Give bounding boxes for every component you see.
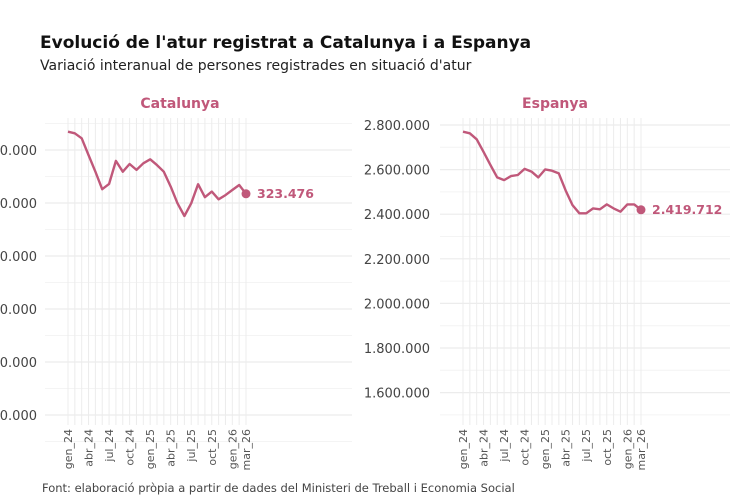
x-tick-label: jul_24 <box>103 429 116 463</box>
panel-title: Catalunya <box>140 96 219 112</box>
y-tick-label: 240.000 <box>0 409 37 424</box>
x-tick-label: mar_26 <box>635 429 648 470</box>
x-tick-label: jul_25 <box>185 429 198 463</box>
chart-title: Evolució de l'atur registrat a Catalunya… <box>40 33 532 53</box>
last-point <box>241 189 251 199</box>
y-tick-label: 2.600.000 <box>364 164 430 179</box>
x-tick-label: gen_25 <box>144 429 157 469</box>
source-footer: Font: elaboració pròpia a partir de dade… <box>42 481 515 495</box>
x-tick-label: oct_25 <box>601 429 614 466</box>
x-tick-label: mar_26 <box>240 429 253 470</box>
y-tick-label: 340.000 <box>0 144 37 159</box>
x-tick-label: oct_25 <box>206 429 219 466</box>
x-tick-label: abr_25 <box>560 429 573 467</box>
y-tick-label: 2.400.000 <box>364 208 430 223</box>
panel-catalunya: Catalunya 340.000 320.000 300.000 280.000 260… <box>0 96 352 470</box>
y-tick-label: 1.600.000 <box>364 387 430 402</box>
x-tick-label: gen_26 <box>226 429 239 469</box>
x-tick-label: abr_24 <box>83 429 96 467</box>
panel-espanya: Espanya 2.800.000 2.600.000 2.400.000 2.200.… <box>364 96 730 470</box>
y-tick-label: 2.000.000 <box>364 297 430 312</box>
x-tick-label: gen_24 <box>62 429 75 469</box>
x-tick-label: abr_25 <box>165 429 178 467</box>
y-tick-label: 300.000 <box>0 250 37 265</box>
y-tick-label: 260.000 <box>0 356 37 371</box>
series-line <box>67 130 247 218</box>
x-tick-label: gen_26 <box>621 429 634 469</box>
last-value-label: 323.476 <box>257 186 314 201</box>
last-value-label: 2.419.712 <box>652 202 722 217</box>
series-line <box>462 130 642 215</box>
y-tick-label: 320.000 <box>0 197 37 212</box>
x-tick-label: gen_25 <box>539 429 552 469</box>
chart-subtitle: Variació interanual de persones registra… <box>40 58 472 74</box>
x-tick-label: oct_24 <box>519 429 532 466</box>
x-tick-label: abr_24 <box>478 429 491 467</box>
last-point <box>636 205 646 215</box>
y-tick-label: 280.000 <box>0 303 37 318</box>
y-tick-label: 1.800.000 <box>364 342 430 357</box>
x-tick-label: oct_24 <box>124 429 137 466</box>
panel-title: Espanya <box>522 96 588 112</box>
y-tick-label: 2.800.000 <box>364 119 430 134</box>
x-tick-label: jul_25 <box>580 429 593 463</box>
y-tick-label: 2.200.000 <box>364 253 430 268</box>
x-tick-label: gen_24 <box>457 429 470 469</box>
x-tick-label: jul_24 <box>498 429 511 463</box>
